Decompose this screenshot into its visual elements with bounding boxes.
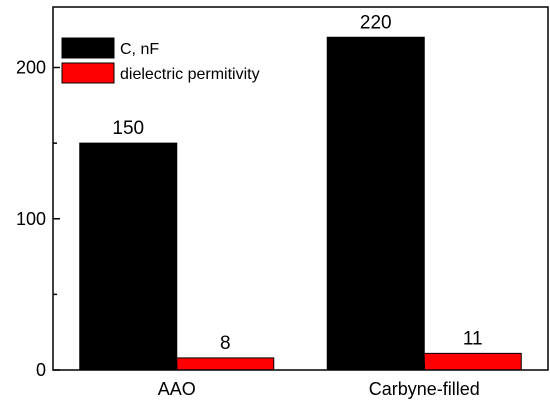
bar-aao-series-2 [176, 357, 275, 371]
legend-swatch [61, 37, 115, 59]
y-tick-label: 0 [36, 360, 46, 380]
x-tick-label: Carbyne-filled [369, 379, 480, 399]
data-label: 150 [112, 118, 144, 139]
data-label: 8 [220, 333, 231, 354]
axes-layer: 0 100 200 AAO Carbyne-filled [16, 6, 549, 399]
legend-label: dielectric permitivity [120, 66, 260, 83]
x-tick-label: AAO [158, 379, 196, 399]
data-label: 220 [360, 12, 392, 33]
plot-frame [52, 6, 549, 371]
bars-layer [79, 36, 522, 371]
legend: C, nF dielectric permitivity [61, 37, 260, 84]
data-label: 11 [463, 328, 483, 349]
data-labels-layer: 150 8 220 11 [112, 12, 482, 354]
bar-aao-series-1 [79, 142, 178, 371]
y-tick-label: 200 [16, 58, 46, 78]
y-tick-label: 100 [16, 209, 46, 229]
legend-label: C, nF [120, 41, 159, 58]
legend-swatch [61, 62, 115, 84]
bar-carbyne-filled-series-2 [423, 352, 522, 371]
bar-carbyne-filled-series-1 [326, 36, 425, 371]
